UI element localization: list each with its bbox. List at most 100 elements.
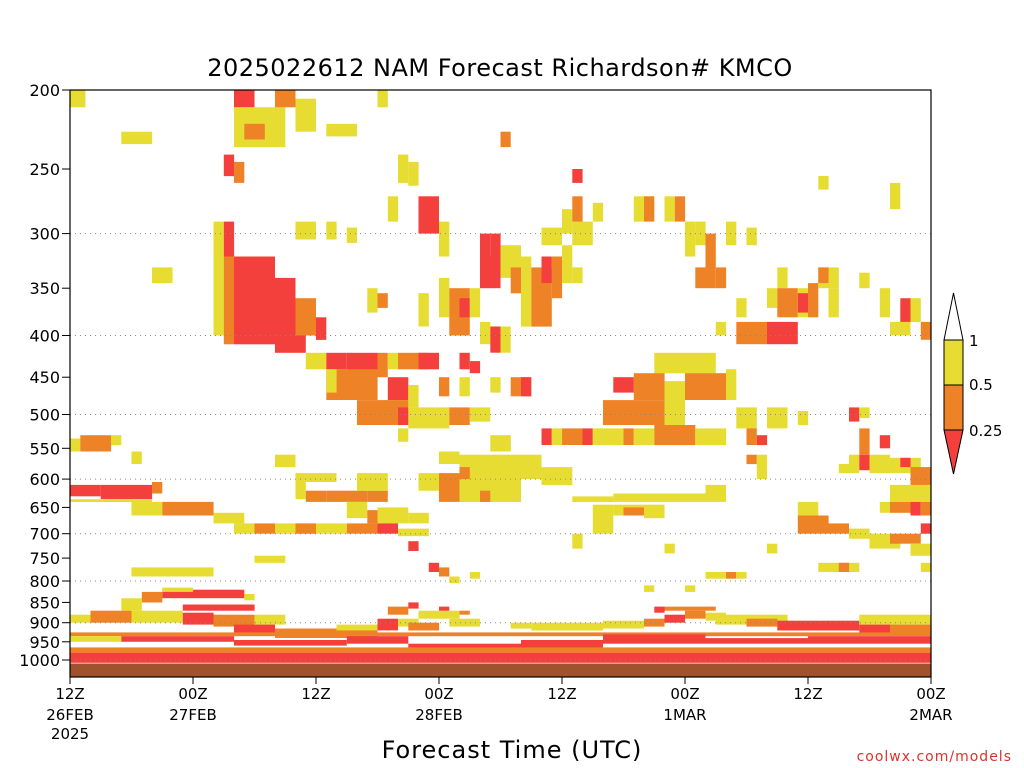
- cell-red: [100, 484, 153, 500]
- cell-orange: [818, 267, 829, 284]
- cell-orange: [223, 256, 235, 345]
- cell-red: [346, 636, 409, 644]
- cell-orange: [387, 606, 409, 615]
- plot-frame: [69, 89, 932, 678]
- x-tick-time: 00Z: [424, 685, 453, 703]
- cell-yellow: [70, 438, 81, 452]
- cell-orange: [449, 407, 470, 425]
- cell-yellow: [879, 288, 891, 318]
- cell-red: [849, 407, 860, 422]
- cell-orange: [254, 523, 275, 534]
- cell-yellow: [213, 512, 245, 524]
- cell-red: [613, 377, 634, 393]
- cell-yellow: [131, 501, 163, 516]
- cell-yellow: [449, 576, 460, 584]
- cell-orange: [644, 196, 655, 222]
- cell-red: [162, 589, 194, 599]
- cell-yellow: [111, 435, 122, 446]
- cell-yellow: [131, 610, 183, 623]
- cell-orange: [736, 321, 768, 345]
- cell-yellow: [746, 227, 757, 246]
- x-tick-time: 00Z: [670, 685, 699, 703]
- cell-yellow: [326, 369, 337, 393]
- cell-red: [70, 484, 101, 497]
- cell-yellow: [408, 385, 419, 408]
- cell-red: [480, 233, 491, 257]
- cell-red: [469, 361, 481, 374]
- x-tick-time: 00Z: [916, 685, 945, 703]
- cell-yellow: [592, 202, 604, 222]
- cell-yellow: [326, 123, 358, 137]
- cell-yellow: [890, 182, 901, 210]
- y-tick-label: 400: [29, 327, 60, 346]
- cell-yellow: [705, 572, 726, 579]
- cell-yellow: [121, 598, 142, 611]
- x-tick-year: 2025: [51, 725, 89, 743]
- cell-red: [767, 321, 798, 345]
- x-tick-date: 27FEB: [169, 706, 216, 724]
- cell-yellow: [70, 499, 152, 502]
- cell-yellow: [439, 451, 460, 464]
- cell-yellow: [152, 267, 173, 284]
- cell-orange: [70, 632, 931, 637]
- cell-orange: [920, 321, 932, 340]
- cell-red: [408, 541, 419, 551]
- cell-yellow: [541, 467, 573, 485]
- credit-text: coolwx.com/models: [857, 749, 1012, 765]
- cell-yellow: [439, 221, 450, 257]
- cell-orange: [654, 425, 696, 446]
- cell-red: [859, 624, 891, 635]
- cell-red: [910, 501, 921, 516]
- cell-orange: [141, 591, 163, 603]
- cell-yellow: [521, 256, 532, 327]
- y-tick-label: 700: [29, 525, 60, 544]
- cell-red: [879, 435, 891, 449]
- cell-yellow: [213, 221, 224, 336]
- cell-yellow: [531, 622, 604, 631]
- cell-yellow: [510, 622, 532, 629]
- cell-orange: [367, 510, 378, 524]
- cell-yellow: [572, 533, 583, 549]
- x-tick-time: 12Z: [547, 685, 576, 703]
- cell-yellow: [295, 482, 306, 500]
- cell-red: [223, 221, 235, 257]
- cell-yellow: [664, 543, 675, 554]
- y-tick-label: 600: [29, 470, 60, 489]
- cell-orange: [326, 490, 368, 502]
- cell-red: [664, 614, 685, 623]
- cell-yellow: [633, 196, 645, 222]
- cell-orange: [859, 428, 870, 455]
- cell-yellow: [408, 512, 429, 524]
- cell-orange: [562, 428, 583, 445]
- legend-label: 1: [969, 332, 979, 350]
- cell-yellow: [736, 407, 757, 429]
- cell-yellow: [244, 594, 255, 601]
- cell-red: [316, 317, 327, 340]
- cell-orange: [295, 298, 316, 336]
- cell-yellow: [910, 298, 921, 322]
- cell-red: [234, 624, 275, 635]
- cell-orange: [797, 515, 829, 534]
- cell-orange: [890, 624, 931, 635]
- cell-yellow: [879, 501, 891, 513]
- cell-red: [275, 335, 306, 353]
- cell-red: [377, 523, 398, 534]
- x-tick-date: 28FEB: [415, 706, 462, 724]
- cell-yellow: [408, 161, 419, 186]
- cell-yellow: [562, 209, 573, 234]
- cell-yellow: [726, 369, 737, 400]
- cell-yellow: [644, 504, 665, 519]
- cell-red: [541, 428, 552, 445]
- cell-yellow: [387, 196, 399, 222]
- y-tick-label: 800: [29, 572, 60, 591]
- cell-yellow: [767, 407, 788, 429]
- cell-yellow: [70, 90, 86, 108]
- cell-orange: [623, 507, 644, 516]
- cell-yellow: [849, 528, 870, 539]
- cell-orange: [244, 123, 265, 140]
- cell-orange: [275, 90, 296, 108]
- cell-yellow: [572, 221, 593, 246]
- ground-surface: [70, 663, 931, 677]
